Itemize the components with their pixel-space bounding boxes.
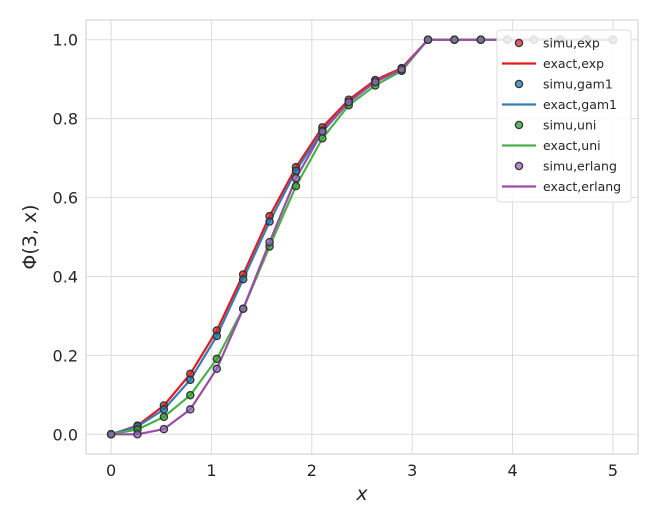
y-tick-label: 0.2 <box>53 346 78 365</box>
data-point-simu-erlang <box>344 97 354 107</box>
legend-label: exact,erlang <box>543 179 621 194</box>
legend-marker <box>514 161 524 171</box>
data-point-simu-erlang <box>212 364 222 374</box>
legend-label: exact,exp <box>543 56 604 71</box>
data-point-simu-gam1 <box>186 375 195 385</box>
y-tick-label: 0.4 <box>53 267 78 286</box>
legend: simu,exp exact,exp simu,gam1 exact,gam1 simu… <box>496 29 632 203</box>
data-point-simu-uni <box>291 181 301 191</box>
y-tick-label: 0.8 <box>53 110 78 129</box>
x-tick-label: 3 <box>407 461 417 480</box>
data-point-simu-uni <box>212 354 222 364</box>
tick-labels: 0 1 2 3 4 5 0.0 0.2 0.4 0.6 0.8 1.0 <box>53 31 618 480</box>
data-point-simu-erlang <box>133 430 142 439</box>
legend-box <box>496 29 632 203</box>
legend-marker <box>514 120 524 130</box>
x-tick-label: 2 <box>307 461 317 480</box>
legend-label: exact,uni <box>543 138 601 153</box>
data-point-simu-gam1 <box>238 274 248 284</box>
x-tick-label: 0 <box>106 461 116 480</box>
x-tick-label: 4 <box>507 461 517 480</box>
data-point-simu-erlang <box>370 77 380 87</box>
y-tick-label: 0.6 <box>53 189 78 208</box>
legend-label: exact,gam1 <box>543 97 617 112</box>
data-point-simu-erlang <box>450 35 459 44</box>
data-point-simu-erlang <box>238 304 248 314</box>
data-point-simu-erlang <box>291 173 301 183</box>
data-point-simu-gam1 <box>159 405 169 414</box>
data-point-simu-erlang <box>265 237 274 247</box>
legend-label: simu,erlang <box>543 159 617 174</box>
x-axis-label: x <box>355 483 368 505</box>
data-point-simu-erlang <box>159 424 169 434</box>
data-point-simu-erlang <box>476 35 486 44</box>
data-point-simu-uni <box>186 390 195 400</box>
x-tick-label: 1 <box>206 461 216 480</box>
legend-label: simu,gam1 <box>543 77 613 92</box>
grid <box>86 20 638 454</box>
legend-label: simu,exp <box>543 36 600 51</box>
data-point-simu-erlang <box>318 127 327 136</box>
data-point-simu-erlang <box>423 35 433 44</box>
data-point-simu-gam1 <box>265 217 274 226</box>
data-point-simu-erlang <box>106 430 116 439</box>
legend-marker <box>514 79 524 89</box>
data-point-simu-gam1 <box>212 331 222 341</box>
data-point-simu-erlang <box>186 405 195 414</box>
y-tick-label: 1.0 <box>53 31 78 50</box>
data-point-simu-gam1 <box>291 166 301 175</box>
legend-marker <box>514 38 524 48</box>
y-tick-label: 0.0 <box>53 425 78 444</box>
x-tick-label: 5 <box>608 461 618 480</box>
legend-label: simu,uni <box>543 118 596 133</box>
data-point-simu-uni <box>159 412 169 422</box>
y-axis-label: Φ(3, x) <box>19 204 41 269</box>
data-point-simu-erlang <box>397 65 406 74</box>
